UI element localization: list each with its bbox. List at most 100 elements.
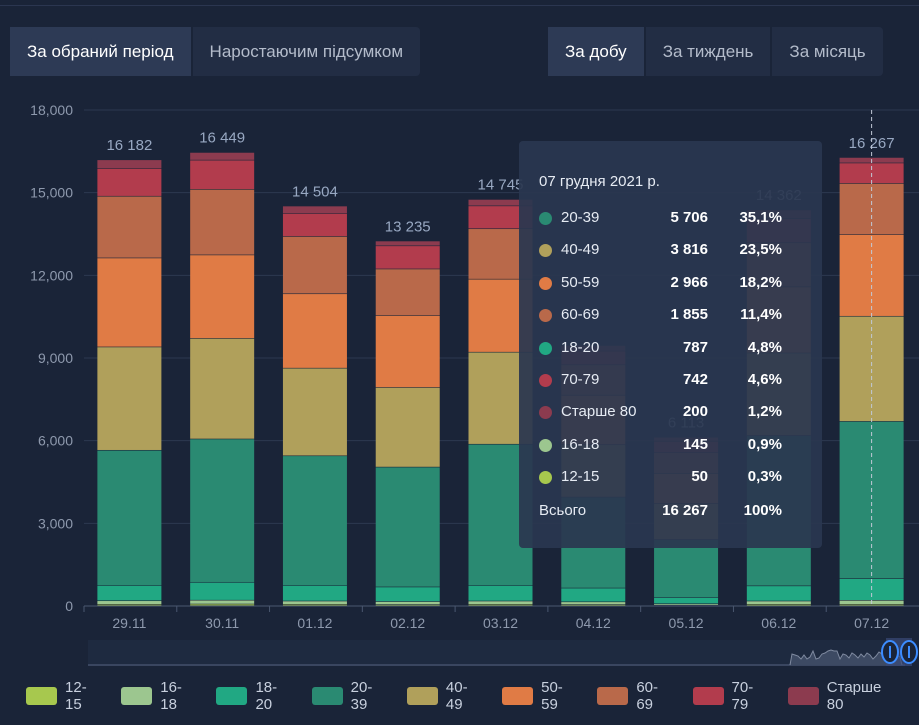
bar-segment[interactable] bbox=[190, 160, 255, 190]
bar-segment[interactable] bbox=[561, 588, 626, 602]
bar-segment[interactable] bbox=[190, 189, 255, 255]
period-mode-tabs: За обраний період Наростаючим підсумком bbox=[10, 27, 421, 76]
legend-item[interactable]: 12-15 bbox=[26, 679, 102, 713]
tooltip-series-pct: 35,1% bbox=[739, 209, 782, 226]
legend-item[interactable]: 16-18 bbox=[121, 679, 197, 713]
bar-segment[interactable] bbox=[190, 600, 255, 604]
x-tick-label: 06.12 bbox=[761, 615, 796, 631]
bar-segment[interactable] bbox=[561, 604, 626, 606]
bar-segment[interactable] bbox=[97, 450, 162, 586]
bar-segment[interactable] bbox=[375, 246, 440, 269]
bar-segment[interactable] bbox=[282, 604, 347, 606]
bar-segment[interactable] bbox=[746, 604, 811, 606]
bar-segment[interactable] bbox=[282, 368, 347, 456]
tooltip-row: 20-39 5 706 35,1% bbox=[519, 207, 822, 231]
bar-segment[interactable] bbox=[282, 294, 347, 368]
legend-item[interactable]: Старше 80 bbox=[787, 679, 900, 713]
tab-cumulative[interactable]: Наростаючим підсумком bbox=[190, 27, 421, 76]
bar-segment[interactable] bbox=[375, 587, 440, 602]
tooltip-series-value: 5 706 bbox=[670, 209, 708, 226]
bar-segment[interactable] bbox=[375, 315, 440, 388]
tooltip-series-label: 18-20 bbox=[561, 338, 600, 356]
tab-weekly[interactable]: За тиждень bbox=[643, 27, 771, 76]
bar-segment[interactable] bbox=[282, 236, 347, 294]
chart-legend: 12-15 16-18 18-20 20-39 40-49 50-59 60-69 70-79… bbox=[26, 679, 919, 713]
bar-segment[interactable] bbox=[468, 199, 533, 206]
bar-segment[interactable] bbox=[97, 585, 162, 601]
bar-segment[interactable] bbox=[97, 168, 162, 196]
legend-label: 50-59 bbox=[541, 679, 563, 713]
bar-segment[interactable] bbox=[97, 601, 162, 605]
bar-segment[interactable] bbox=[654, 539, 719, 598]
legend-item[interactable]: 60-69 bbox=[597, 679, 673, 713]
legend-item[interactable]: 50-59 bbox=[502, 679, 578, 713]
bar-segment[interactable] bbox=[561, 602, 626, 605]
legend-swatch bbox=[787, 687, 819, 705]
bar-segment[interactable] bbox=[839, 604, 904, 606]
x-tick-label: 04.12 bbox=[576, 615, 611, 631]
bar-segment[interactable] bbox=[97, 160, 162, 169]
tab-daily[interactable]: За добу bbox=[548, 27, 644, 76]
bar-segment[interactable] bbox=[190, 255, 255, 339]
bar-segment[interactable] bbox=[839, 316, 904, 422]
legend-item[interactable]: 20-39 bbox=[311, 679, 388, 713]
tab-monthly[interactable]: За місяць bbox=[770, 27, 882, 76]
x-tick-label: 07.12 bbox=[854, 615, 889, 631]
tooltip-total-row: Всього 16 267 100% bbox=[519, 500, 822, 524]
bar-segment[interactable] bbox=[375, 467, 440, 587]
bar-segment[interactable] bbox=[375, 601, 440, 605]
range-navigator[interactable] bbox=[88, 638, 918, 666]
y-tick-label: 6,000 bbox=[38, 433, 73, 449]
bar-segment[interactable] bbox=[190, 152, 255, 160]
bar-segment[interactable] bbox=[468, 604, 533, 606]
legend-label: 60-69 bbox=[636, 679, 659, 713]
bar-segment[interactable] bbox=[97, 258, 162, 347]
tooltip-row: Старше 80 200 1,2% bbox=[519, 401, 822, 425]
tooltip-series-value: 200 bbox=[682, 403, 708, 421]
bar-segment[interactable] bbox=[375, 604, 440, 606]
x-tick-label: 05.12 bbox=[669, 615, 704, 631]
tooltip-row: 50-59 2 966 18,2% bbox=[519, 272, 822, 296]
bar-segment[interactable] bbox=[468, 601, 533, 605]
legend-label: Старше 80 bbox=[826, 679, 882, 713]
tooltip-series-pct: 0,9% bbox=[747, 435, 782, 453]
bar-segment[interactable] bbox=[654, 597, 719, 604]
legend-swatch bbox=[406, 687, 438, 705]
bar-segment[interactable] bbox=[468, 206, 533, 229]
tooltip-total-label: Всього bbox=[539, 502, 587, 519]
navigator-track bbox=[88, 640, 911, 666]
legend-item[interactable]: 70-79 bbox=[692, 679, 769, 713]
tab-selected-period[interactable]: За обраний період bbox=[10, 27, 191, 76]
legend-item[interactable]: 40-49 bbox=[406, 679, 483, 713]
tooltip-series-value: 3 816 bbox=[670, 241, 708, 259]
bar-segment[interactable] bbox=[282, 585, 347, 601]
legend-swatch bbox=[692, 687, 724, 705]
bar-segment[interactable] bbox=[282, 213, 347, 237]
bar-segment[interactable] bbox=[654, 604, 719, 605]
bar-segment[interactable] bbox=[97, 347, 162, 450]
bar-total-label: 13 235 bbox=[385, 218, 431, 235]
bar-segment[interactable] bbox=[375, 241, 440, 246]
bar-segment[interactable] bbox=[375, 269, 440, 316]
bar-segment[interactable] bbox=[282, 206, 347, 214]
tooltip-row: 60-69 1 855 11,4% bbox=[519, 304, 822, 328]
bar-segment[interactable] bbox=[746, 601, 811, 605]
bar-segment[interactable] bbox=[190, 604, 255, 606]
bar-segment[interactable] bbox=[282, 456, 347, 586]
bar-segment[interactable] bbox=[746, 586, 811, 601]
x-tick-label: 03.12 bbox=[483, 615, 518, 631]
bar-segment[interactable] bbox=[190, 582, 255, 600]
bar-segment[interactable] bbox=[190, 338, 255, 439]
legend-item[interactable]: 18-20 bbox=[216, 679, 292, 713]
bar-segment[interactable] bbox=[97, 196, 162, 258]
bar-segment[interactable] bbox=[282, 601, 347, 605]
bar-segment[interactable] bbox=[375, 387, 440, 467]
bar-segment[interactable] bbox=[190, 439, 255, 582]
legend-swatch bbox=[502, 687, 534, 705]
bar-segment[interactable] bbox=[468, 585, 533, 601]
bar-total-label: 16 182 bbox=[106, 137, 152, 154]
y-tick-label: 0 bbox=[65, 598, 73, 614]
y-tick-label: 9,000 bbox=[38, 350, 73, 366]
bar-segment[interactable] bbox=[97, 604, 162, 606]
tooltip-series-label: 50-59 bbox=[561, 273, 600, 291]
